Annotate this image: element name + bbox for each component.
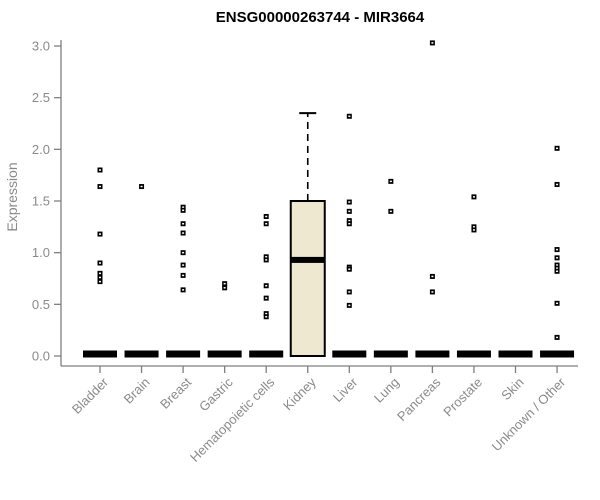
outlier-point-center — [431, 42, 434, 44]
outlier-point-center — [556, 336, 559, 339]
x-category-label: Liver — [330, 374, 361, 405]
box-breast — [166, 204, 201, 358]
x-category-label: Brain — [121, 375, 153, 407]
outlier-point-center — [182, 206, 185, 208]
outlier-point-center — [348, 304, 351, 307]
zero-median-bar — [540, 350, 575, 358]
outlier-point-center — [99, 272, 101, 275]
outlier-point-center — [182, 264, 185, 266]
outlier-point-center — [265, 259, 268, 261]
box-bladder — [83, 167, 117, 358]
outlier-point-center — [556, 267, 559, 269]
y-tick-label: 1.5 — [32, 194, 50, 209]
outlier-point-center — [348, 291, 351, 293]
outlier-point-center — [99, 262, 101, 264]
outlier-point-center — [556, 302, 559, 305]
zero-median-bar — [498, 350, 533, 358]
outlier-point-center — [265, 315, 268, 318]
x-category-label: Kidney — [280, 374, 319, 413]
outlier-point-center — [556, 248, 559, 251]
outlier-point-center — [265, 256, 268, 258]
x-category-label: Bladder — [69, 374, 112, 417]
outlier-point-center — [265, 312, 268, 315]
box-hematopoietic-cells — [249, 214, 284, 358]
box-gastric — [207, 281, 242, 358]
zero-median-bar — [207, 350, 242, 358]
outlier-point-center — [265, 215, 268, 218]
outlier-point-center — [99, 280, 101, 283]
outlier-point-center — [182, 251, 185, 254]
x-category-label: Gastric — [196, 374, 236, 414]
outlier-point-center — [182, 289, 185, 291]
outlier-point-center — [348, 201, 351, 203]
box-prostate — [456, 194, 491, 358]
box-skin — [498, 350, 533, 358]
outlier-point-center — [348, 222, 351, 225]
y-tick-label: 3.0 — [32, 39, 50, 54]
x-category-label: Prostate — [440, 375, 485, 420]
outlier-point-center — [265, 284, 268, 287]
outlier-point-center — [99, 169, 101, 171]
box-kidney — [289, 112, 326, 357]
outlier-point-center — [431, 275, 434, 278]
median-line — [290, 256, 325, 263]
outlier-point-center — [182, 274, 185, 277]
box-pancreas — [415, 40, 450, 358]
zero-median-bar — [249, 350, 284, 358]
outlier-point-center — [223, 287, 226, 289]
zero-median-bar — [83, 350, 117, 358]
outlier-point-center — [99, 233, 101, 235]
outlier-point-center — [182, 209, 185, 212]
x-category-label: Breast — [157, 374, 194, 411]
box-lung — [373, 178, 408, 358]
box-liver — [332, 113, 367, 358]
outlier-point-center — [348, 219, 351, 222]
x-category-label: Skin — [498, 375, 526, 403]
outlier-point-center — [99, 276, 101, 279]
box-brain — [124, 184, 159, 358]
outlier-point-center — [556, 257, 559, 259]
outlier-point-center — [472, 196, 475, 198]
outlier-point-center — [472, 226, 475, 228]
outlier-point-center — [99, 185, 101, 188]
outlier-point-center — [472, 229, 475, 231]
y-tick-label: 2.0 — [32, 142, 50, 157]
outlier-point-center — [348, 115, 351, 118]
outlier-point-center — [348, 268, 351, 270]
outlier-point-center — [182, 232, 185, 234]
outlier-point-center — [556, 264, 559, 266]
zero-median-bar — [124, 350, 159, 358]
x-category-label: Lung — [371, 375, 402, 406]
zero-median-bar — [456, 350, 491, 358]
zero-median-bar — [415, 350, 450, 358]
iqr-box — [289, 200, 326, 357]
outlier-point-center — [223, 282, 226, 285]
zero-median-bar — [166, 350, 201, 358]
y-tick-label: 0.5 — [32, 297, 50, 312]
chart-title: ENSG00000263744 - MIR3664 — [216, 9, 425, 26]
y-tick-label: 2.5 — [32, 90, 50, 105]
outlier-point-center — [265, 297, 268, 299]
plot-area: 0.0 0.5 1.0 1.5 2.0 2.5 3.0 Bladder Brain Breast G… — [32, 39, 578, 465]
zero-median-bar — [373, 350, 408, 358]
y-axis-label: Expression — [4, 162, 20, 231]
outlier-point-center — [556, 270, 559, 273]
y-tick-label: 0.0 — [32, 349, 50, 364]
outlier-point-center — [389, 180, 392, 183]
y-tick-label: 1.0 — [32, 245, 50, 260]
outlier-point-center — [140, 185, 143, 188]
outlier-point-center — [556, 183, 559, 186]
box-unknown-other — [540, 145, 575, 358]
outlier-point-center — [265, 222, 268, 225]
outlier-point-center — [348, 210, 351, 213]
x-category-label: Unknown / Other — [489, 374, 569, 454]
outlier-point-center — [182, 222, 185, 225]
x-category-label: Pancreas — [394, 374, 444, 424]
zero-median-bar — [332, 350, 367, 358]
outlier-point-center — [556, 147, 559, 150]
outlier-point-center — [431, 291, 434, 293]
outlier-point-center — [389, 210, 392, 213]
